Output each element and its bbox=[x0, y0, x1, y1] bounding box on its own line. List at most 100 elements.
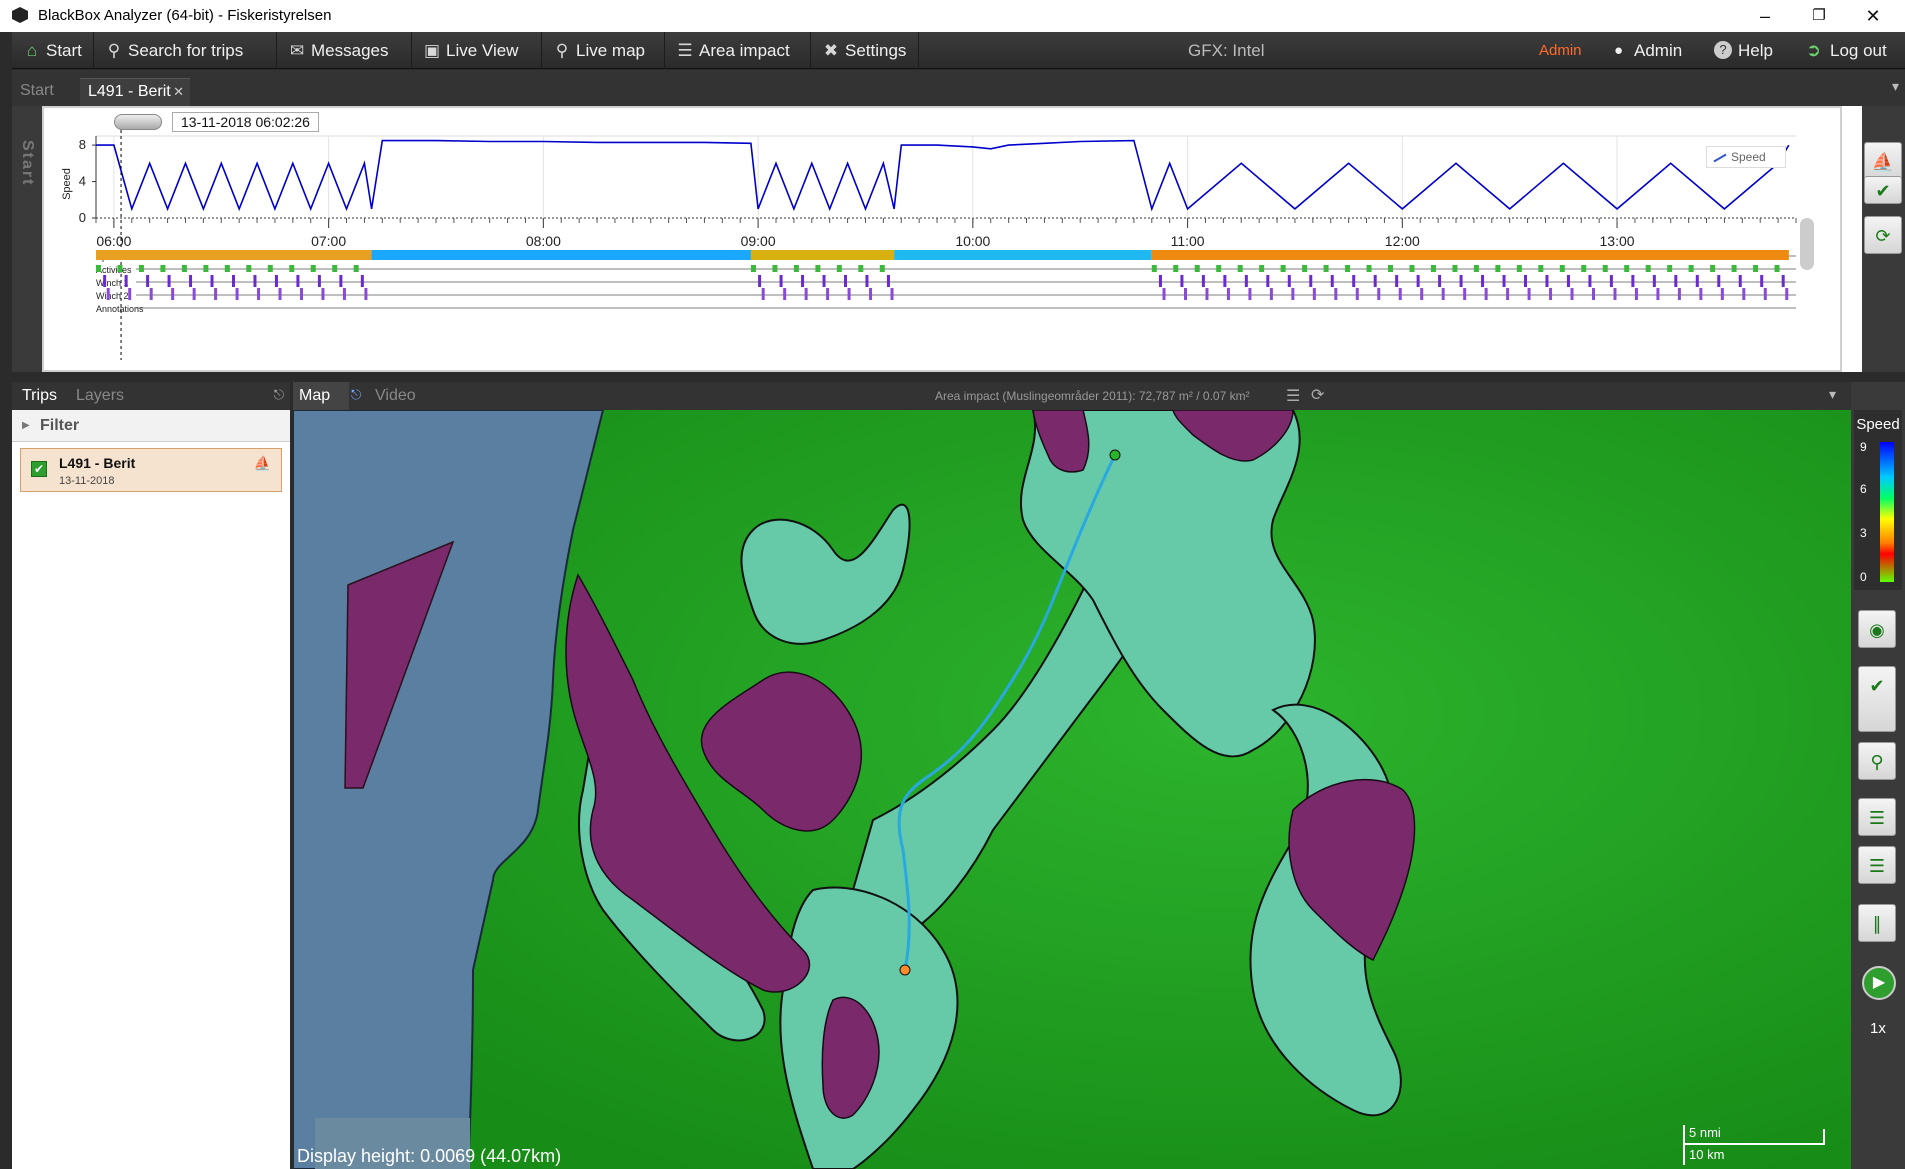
winch1-block bbox=[1738, 275, 1742, 287]
winch2-block bbox=[1226, 288, 1230, 300]
winch2-block bbox=[1742, 288, 1746, 300]
activity-block bbox=[1559, 265, 1565, 272]
window-title: BlackBox Analyzer (64-bit) - Fiskeristyr… bbox=[38, 7, 332, 24]
tab-overflow-icon[interactable]: ▾ bbox=[1891, 78, 1899, 94]
menu-search-label: Search for trips bbox=[128, 41, 244, 60]
menu-live-map[interactable]: ⚲ Live map bbox=[542, 32, 665, 69]
area-impact-info: Area impact (Muslingeområder 2011): 72,7… bbox=[935, 389, 1250, 403]
tab-map[interactable]: Map bbox=[293, 382, 349, 410]
play-button[interactable]: ▶ bbox=[1862, 966, 1896, 1000]
menu-start[interactable]: ⌂ Start bbox=[12, 32, 94, 69]
protected-area-east bbox=[1288, 778, 1416, 962]
activity-block bbox=[1259, 265, 1265, 272]
winch1-block bbox=[296, 275, 300, 287]
user-label: Admin bbox=[1634, 41, 1683, 60]
winch2-block bbox=[128, 288, 132, 300]
activity-block bbox=[1216, 265, 1222, 272]
activity-block bbox=[836, 265, 842, 272]
activity-block bbox=[1710, 265, 1716, 272]
expand-arrow-icon: ▶ bbox=[22, 420, 30, 431]
logout-button[interactable]: ➲ Log out bbox=[1804, 32, 1904, 69]
tab-trips[interactable]: Trips bbox=[22, 387, 57, 404]
side-start-label[interactable]: Start bbox=[19, 140, 36, 187]
tab-video[interactable]: Video bbox=[375, 387, 416, 404]
trip-list-item[interactable]: ✔ L491 - Berit 13-11-2018 ⛵ bbox=[20, 448, 282, 492]
activity-block bbox=[181, 265, 187, 272]
trip-name: L491 - Berit bbox=[59, 455, 136, 471]
user-menu[interactable]: ● Admin bbox=[1610, 32, 1702, 69]
track-label: Activities bbox=[96, 265, 132, 275]
menu-live-view-label: Live View bbox=[446, 41, 519, 60]
winch2-block bbox=[1355, 288, 1359, 300]
menu-search-for-trips[interactable]: ⚲ Search for trips bbox=[94, 32, 277, 69]
logout-icon: ➲ bbox=[1806, 40, 1822, 60]
globe-icon: ◉ bbox=[1869, 620, 1885, 640]
trip-checkbox[interactable]: ✔ bbox=[31, 461, 47, 477]
track-start-marker[interactable] bbox=[1109, 449, 1121, 461]
winch1-block bbox=[1631, 275, 1635, 287]
map-menu-icon[interactable]: ▾ bbox=[1829, 386, 1837, 402]
locate-boat-button[interactable]: ⟳ bbox=[1864, 216, 1902, 254]
boat-tool-button[interactable]: ⛵ bbox=[1864, 142, 1902, 180]
tab-start[interactable]: Start bbox=[20, 82, 54, 99]
map-layers-button[interactable]: ◉ bbox=[1858, 610, 1896, 648]
locate-icon: ⟳ bbox=[1875, 226, 1891, 246]
menu-area-impact[interactable]: ☰ Area impact bbox=[665, 32, 811, 69]
activity-block bbox=[160, 265, 166, 272]
track-visibility-button[interactable]: ✔ bbox=[1858, 666, 1896, 732]
filter-toggle[interactable]: ▶ Filter bbox=[12, 410, 290, 442]
legend-value-6: 6 bbox=[1860, 482, 1867, 496]
menu-settings[interactable]: ✖ Settings bbox=[811, 32, 919, 69]
activity-block bbox=[1473, 265, 1479, 272]
activity-block bbox=[1194, 265, 1200, 272]
gfx-info: GFX: Intel bbox=[1188, 41, 1265, 60]
tab-layers[interactable]: Layers bbox=[76, 387, 125, 404]
track-end-marker[interactable] bbox=[899, 964, 911, 976]
winch1-block bbox=[339, 275, 343, 287]
activity-block bbox=[1753, 265, 1759, 272]
timeline-scrollbar[interactable] bbox=[1800, 218, 1814, 270]
speed-timeline-chart[interactable]: 8 4 0 Speed 06:00 07:00 08:00 09:00 10:00 11:00 12… bbox=[44, 108, 1840, 370]
speed-band-segment bbox=[96, 250, 372, 260]
winch2-block bbox=[1763, 288, 1767, 300]
winch1-block bbox=[1266, 275, 1270, 287]
winch1-block bbox=[167, 275, 171, 287]
menu-messages[interactable]: ✉ Messages bbox=[277, 32, 412, 69]
winch1-block bbox=[801, 275, 805, 287]
winch2-block bbox=[192, 288, 196, 300]
show-track-toggle[interactable]: ✔ bbox=[1864, 176, 1902, 204]
user-icon: ● bbox=[1614, 42, 1624, 59]
impact-list-icon[interactable]: ☰ bbox=[1286, 388, 1301, 405]
map-pin-icon[interactable]: ⎋ bbox=[351, 387, 362, 402]
winch2-block bbox=[1549, 288, 1553, 300]
ruler-button[interactable]: ∥ bbox=[1858, 904, 1896, 942]
refresh-icon[interactable]: ⟳ bbox=[1311, 387, 1325, 404]
winch1-block bbox=[1588, 275, 1592, 287]
display-height-readout: Display height: 0.0069 (44.07km) bbox=[297, 1146, 562, 1166]
activity-block bbox=[1151, 265, 1157, 272]
winch1-block bbox=[1502, 275, 1506, 287]
playback-speed[interactable]: 1x bbox=[1870, 1020, 1886, 1037]
pin-pane-icon[interactable]: ⎋ bbox=[273, 387, 284, 402]
x-tick-label: 08:00 bbox=[526, 233, 561, 249]
help-button[interactable]: ? Help bbox=[1712, 32, 1788, 69]
map-view[interactable]: Display height: 0.0069 (44.07km) 5 nmi 1… bbox=[293, 410, 1851, 1169]
close-window-button[interactable]: ✕ bbox=[1865, 6, 1881, 26]
map-marker-button[interactable]: ⚲ bbox=[1858, 742, 1896, 780]
tab-trip[interactable]: L491 - Berit ✕ bbox=[80, 78, 190, 106]
maximize-button[interactable]: ❐ bbox=[1812, 7, 1826, 24]
x-tick-label: 10:00 bbox=[955, 233, 990, 249]
winch1-block bbox=[103, 275, 107, 287]
winch2-block bbox=[847, 288, 851, 300]
left-pane-tabs: Trips Layers ⎋ bbox=[12, 382, 290, 410]
report-button[interactable]: ☰ bbox=[1858, 798, 1896, 836]
map-canvas[interactable] bbox=[293, 410, 1851, 1169]
minimize-button[interactable]: – bbox=[1759, 6, 1770, 26]
timeline-handle[interactable] bbox=[114, 114, 162, 130]
winch2-block bbox=[1699, 288, 1703, 300]
close-tab-icon[interactable]: ✕ bbox=[173, 84, 184, 99]
export-button[interactable]: ☰ bbox=[1858, 846, 1896, 884]
x-tick-label: 13:00 bbox=[1600, 233, 1635, 249]
menu-live-view[interactable]: ▣ Live View bbox=[412, 32, 542, 69]
